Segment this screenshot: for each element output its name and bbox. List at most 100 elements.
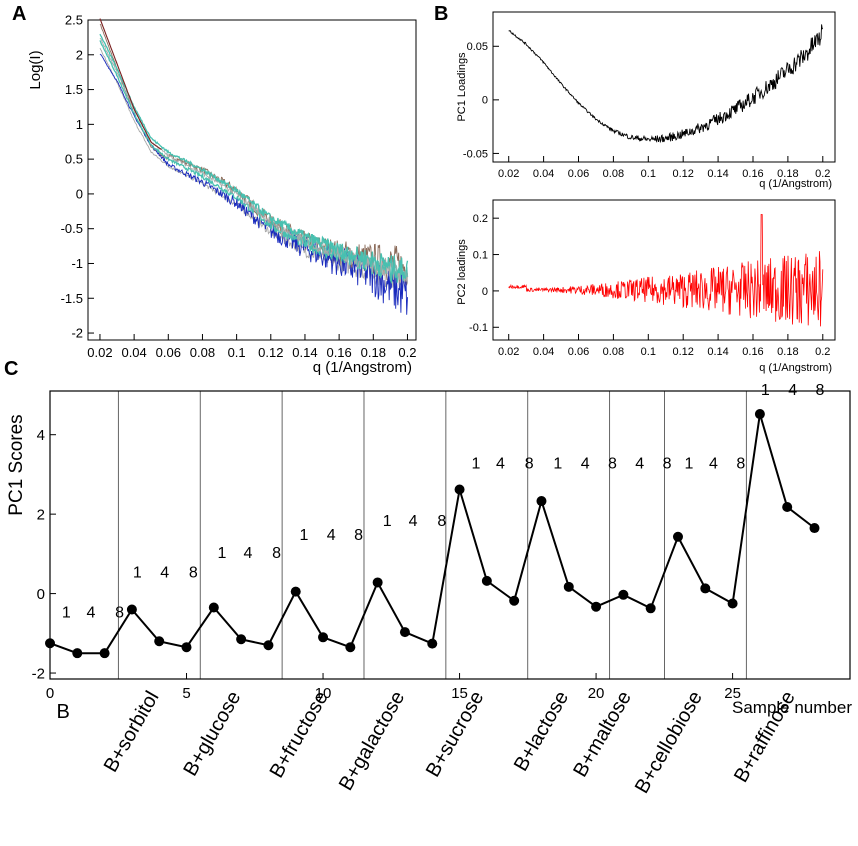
panel-c-score-point xyxy=(727,598,738,609)
panel-a-x-tick-label: 0.16 xyxy=(326,345,351,360)
panel-c-x-tick-label: 25 xyxy=(724,685,741,702)
panel-a: A Log(I) q (1/Angstrom) 0.02 0.04 0.06 0.08… xyxy=(12,3,417,376)
panel-b-top-x-tick-label: 0.16 xyxy=(742,168,763,180)
panel-c-group-label: B+sorbitol xyxy=(100,688,164,777)
panel-a-x-tick-label: 0.14 xyxy=(292,345,317,360)
panel-c-group-label: B xyxy=(56,701,69,723)
panel-c-x-tick-label: 10 xyxy=(315,685,332,702)
panel-b-bottom-frame xyxy=(492,199,836,341)
panel-c-concentration-label: 4 xyxy=(581,455,590,472)
panel-c-x-tick-label: 15 xyxy=(451,685,468,702)
panel-c-concentration-label: 4 xyxy=(635,455,644,472)
panel-b-bottom-x-tick-label: 0.14 xyxy=(707,346,728,358)
panel-b-bottom-x-tick-label: 0.02 xyxy=(498,346,519,358)
panel-c-concentration-label: 1 xyxy=(553,455,562,472)
panel-a-x-tick-label: 0.18 xyxy=(361,345,386,360)
panel-b-top-x-tick-label: 0.18 xyxy=(777,168,798,180)
panel-a-y-tick-label: 0.5 xyxy=(65,152,83,167)
panel-c-score-point xyxy=(126,604,137,615)
panel-c-concentration-label: 8 xyxy=(736,455,745,472)
panel-b-bottom-x-tick-label: 0.06 xyxy=(568,346,589,358)
panel-b-bottom-x-tick-label: 0.2 xyxy=(815,346,830,358)
panel-a-y-tick-label: 2.5 xyxy=(65,13,83,28)
panel-c-score-point xyxy=(782,501,793,512)
panel-a-y-tick-label: 1.5 xyxy=(65,82,83,97)
panel-c-ylabel: PC1 Scores xyxy=(6,414,27,515)
panel-c-score-point xyxy=(399,627,410,638)
panel-b-top-x-tick-label: 0.08 xyxy=(603,168,624,180)
panel-c: C PC1 Scores Sample number 0 5 10 15 20 25-20… xyxy=(4,358,852,797)
panel-c-score-point xyxy=(754,409,765,420)
panel-c-score-point xyxy=(345,642,356,653)
panel-b-top-x-tick-label: 0.14 xyxy=(707,168,728,180)
panel-b-top-ylabel: PC1 Loadings xyxy=(456,52,468,122)
panel-a-ylabel: Log(I) xyxy=(27,50,44,89)
panel-c-concentration-label: 8 xyxy=(354,527,363,544)
panel-b: B PC1 Loadings q (1/Angstrom) PC2 loadin… xyxy=(434,3,836,374)
panel-c-y-tick-label: -2 xyxy=(32,665,45,682)
panel-c-concentration-label: 8 xyxy=(272,545,281,562)
panel-a-saxs-curve xyxy=(99,40,409,285)
panel-b-top-y-tick-label: -0.05 xyxy=(463,148,488,160)
panel-b-bottom-y-tick-label: 0 xyxy=(482,286,488,298)
panel-c-letter: C xyxy=(4,358,18,380)
panel-c-scores-line xyxy=(49,413,816,655)
panel-c-x-tick-label: 5 xyxy=(182,685,190,702)
panel-c-concentration-label: 8 xyxy=(663,455,672,472)
panel-c-score-point xyxy=(72,648,83,659)
panel-c-concentration-label: 8 xyxy=(115,604,124,621)
panel-a-y-tick-label: 2 xyxy=(76,47,83,62)
panel-b-letter: B xyxy=(434,3,448,25)
panel-c-concentration-label: 1 xyxy=(218,545,227,562)
panel-b-bottom-x-tick-label: 0.04 xyxy=(533,346,554,358)
panel-c-group-label: B+cellobiose xyxy=(631,688,707,798)
panel-a-frame xyxy=(87,19,417,341)
panel-c-y-tick-label: 2 xyxy=(37,506,45,523)
panel-c-score-point xyxy=(700,583,711,594)
panel-c-score-point xyxy=(372,577,383,588)
panel-c-score-point xyxy=(536,496,547,507)
panel-a-x-tick-label: 0.1 xyxy=(228,345,246,360)
panel-c-score-point xyxy=(99,648,110,659)
panel-c-concentration-label: 4 xyxy=(87,604,96,621)
panel-c-concentration-label: 4 xyxy=(243,545,252,562)
panel-c-concentration-label: 8 xyxy=(189,565,198,582)
panel-b-bottom-y-tick-label: 0.1 xyxy=(473,249,488,261)
panel-a-saxs-curve xyxy=(99,18,162,150)
panel-c-score-point xyxy=(563,581,574,592)
panel-a-y-tick-label: -1.5 xyxy=(61,291,83,306)
panel-c-concentration-label: 1 xyxy=(299,527,308,544)
panel-c-concentration-label: 1 xyxy=(383,513,392,530)
panel-c-y-tick-label: 4 xyxy=(37,427,45,444)
panel-a-y-tick-label: 1 xyxy=(76,117,83,132)
panel-c-score-point xyxy=(509,595,520,606)
panel-c-concentration-label: 4 xyxy=(709,455,718,472)
panel-c-concentration-label: 1 xyxy=(684,455,693,472)
panel-c-concentration-label: 8 xyxy=(525,455,534,472)
panel-c-score-point xyxy=(618,589,629,600)
panel-b-top-xlabel: q (1/Angstrom) xyxy=(759,178,832,190)
panel-b-bottom-xlabel: q (1/Angstrom) xyxy=(759,362,832,374)
panel-a-y-tick-label: -2 xyxy=(71,326,83,341)
panel-c-score-point xyxy=(181,642,192,653)
panel-c-concentration-label: 4 xyxy=(409,513,418,530)
panel-a-x-tick-label: 0.2 xyxy=(398,345,416,360)
panel-b-bottom-x-tick-label: 0.12 xyxy=(672,346,693,358)
panel-c-concentration-label: 8 xyxy=(608,455,617,472)
panel-c-group-label: B+lactose xyxy=(510,688,573,776)
panel-c-separators xyxy=(117,391,747,679)
panel-c-score-point xyxy=(645,603,656,614)
panel-a-x-tick-label: 0.04 xyxy=(121,345,146,360)
panel-c-series xyxy=(45,409,820,659)
panel-b-top-x-tick-label: 0.04 xyxy=(533,168,554,180)
panel-c-score-point xyxy=(208,602,219,613)
panel-c-concentration-label: 1 xyxy=(62,604,71,621)
panel-a-x-tick-label: 0.08 xyxy=(190,345,215,360)
panel-b-bottom-y-tick-label: -0.1 xyxy=(469,322,488,334)
panel-b-bottom-curve xyxy=(508,214,824,327)
panel-a-y-tick-label: 0 xyxy=(76,186,83,201)
panel-b-bottom-pc2-line xyxy=(508,214,824,327)
panel-b-top-x-tick-label: 0.06 xyxy=(568,168,589,180)
panel-c-x-tick-label: 20 xyxy=(588,685,605,702)
